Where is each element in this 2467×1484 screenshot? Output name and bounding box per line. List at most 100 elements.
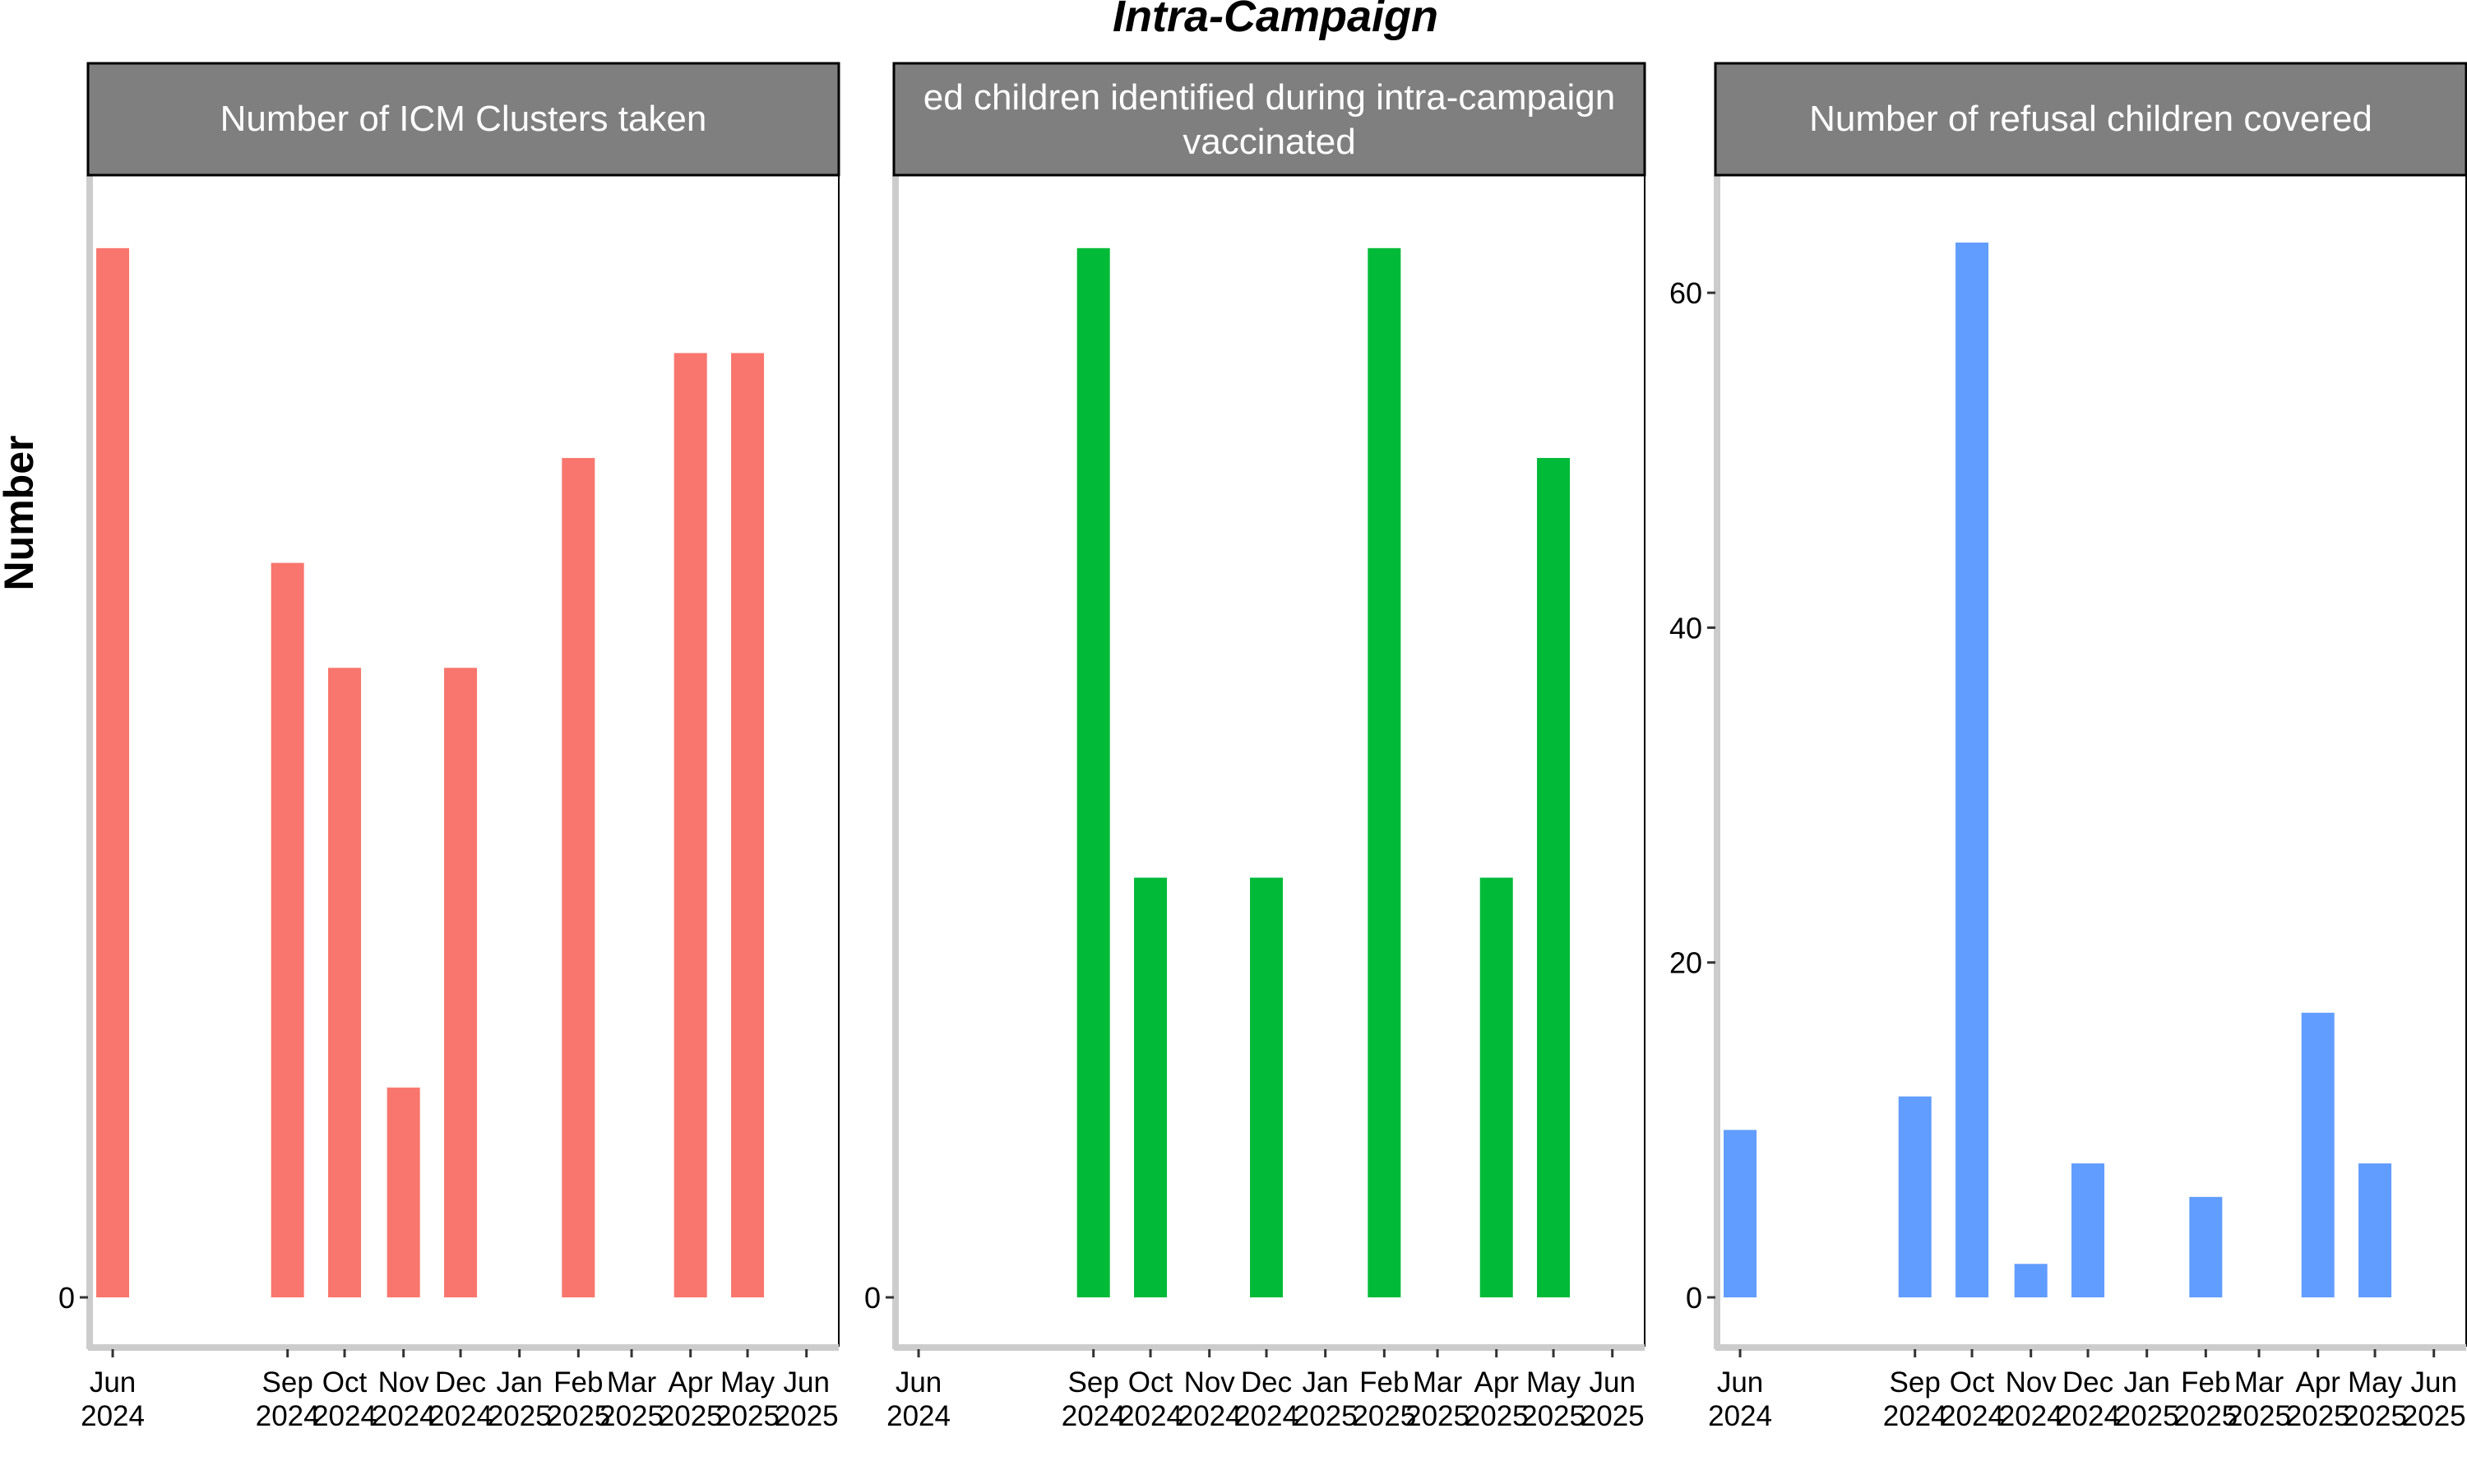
y-tick-label: 40: [1669, 611, 1702, 645]
x-tick-label-year: 2024: [81, 1400, 145, 1432]
x-tick-label-month: Dec: [2062, 1366, 2113, 1398]
x-tick-label-month: Jan: [2123, 1366, 2169, 1398]
y-tick-label: 20: [1669, 946, 1702, 980]
bar: [2189, 1196, 2223, 1297]
bar: [673, 353, 707, 1297]
x-tick-label-year: 2025: [1405, 1400, 1470, 1432]
bar: [2301, 1012, 2335, 1297]
bar: [328, 668, 362, 1297]
x-tick-label-month: Apr: [2295, 1366, 2340, 1398]
facet-strip-title: vaccinated: [1183, 122, 1355, 162]
bar: [96, 247, 130, 1297]
x-tick-label-month: Sep: [262, 1366, 313, 1398]
y-tick-label: 60: [1669, 276, 1702, 310]
x-tick-label-month: Jun: [2410, 1366, 2456, 1398]
x-tick-label-year: 2025: [775, 1400, 839, 1432]
x-tick-label-year: 2024: [1178, 1400, 1242, 1432]
plot-panel: [1715, 174, 2467, 1347]
x-tick-label-year: 2024: [1940, 1400, 2004, 1432]
x-tick-label-year: 2025: [1521, 1400, 1585, 1432]
x-tick-label-year: 2025: [2173, 1400, 2238, 1432]
x-tick-label-month: Jun: [783, 1366, 829, 1398]
x-tick-label-month: Jun: [1589, 1366, 1635, 1398]
x-tick-label-year: 2025: [1465, 1400, 1529, 1432]
x-tick-label-year: 2025: [2286, 1400, 2350, 1432]
x-tick-label-year: 2024: [886, 1400, 951, 1432]
x-tick-label-year: 2024: [1708, 1400, 1772, 1432]
x-tick-label-month: Apr: [1474, 1366, 1519, 1398]
y-axis-label: Number: [0, 436, 42, 591]
x-tick-label-month: Apr: [668, 1366, 713, 1398]
bar: [1479, 877, 1513, 1297]
x-tick-label-year: 2025: [2343, 1400, 2407, 1432]
x-tick-label-year: 2025: [488, 1400, 552, 1432]
x-tick-label-month: Mar: [1413, 1366, 1463, 1398]
x-tick-label-month: Dec: [435, 1366, 486, 1398]
x-tick-label-year: 2025: [599, 1400, 664, 1432]
bar: [562, 458, 595, 1297]
x-tick-label-month: Nov: [378, 1366, 430, 1398]
x-tick-label-month: Feb: [553, 1366, 603, 1398]
x-tick-label-year: 2024: [1883, 1400, 1947, 1432]
y-tick-label: 0: [864, 1281, 881, 1315]
x-tick-label-year: 2025: [1294, 1400, 1358, 1432]
bar: [1250, 877, 1284, 1297]
facet-strip: [892, 62, 1646, 177]
x-tick-label-year: 2025: [2402, 1400, 2466, 1432]
x-tick-label-month: Sep: [1068, 1366, 1119, 1398]
x-tick-label-month: May: [1526, 1366, 1581, 1398]
x-tick-label-month: May: [720, 1366, 775, 1398]
facet-panel-2: ed children identified during intra-camp…: [864, 62, 1646, 1432]
bar: [1368, 247, 1401, 1297]
facet-panel-1: Number of ICM Clusters taken0Jun2024Sep2…: [58, 62, 840, 1432]
x-tick-label-year: 2024: [2056, 1400, 2120, 1432]
facet-strip: [86, 62, 840, 177]
x-tick-label-year: 2024: [256, 1400, 320, 1432]
x-tick-label-year: 2025: [1352, 1400, 1416, 1432]
x-tick-label-year: 2024: [428, 1400, 493, 1432]
x-tick-label-month: Jun: [896, 1366, 942, 1398]
x-tick-label-month: Nov: [1184, 1366, 1236, 1398]
x-tick-label-year: 2025: [1581, 1400, 1645, 1432]
bar: [2358, 1163, 2392, 1297]
x-tick-label-month: May: [2348, 1366, 2403, 1398]
x-tick-label-month: Mar: [607, 1366, 657, 1398]
facet-strip-title: Number of ICM Clusters taken: [220, 99, 707, 139]
bar: [1537, 458, 1571, 1297]
bar: [731, 353, 765, 1297]
facet-panel-3: Number of refusal children covered 0 20 40 6…: [1669, 62, 2467, 1432]
x-tick-label-month: Feb: [1359, 1366, 1409, 1398]
bar: [271, 562, 304, 1297]
x-tick-label-month: Feb: [2181, 1366, 2230, 1398]
bar: [1956, 243, 1989, 1298]
x-tick-label-month: Oct: [1950, 1366, 1995, 1398]
y-tick-label: 0: [58, 1281, 75, 1315]
x-tick-label-year: 2024: [372, 1400, 436, 1432]
x-tick-label-month: Nov: [2006, 1366, 2057, 1398]
x-tick-label-month: Oct: [322, 1366, 368, 1398]
x-tick-label-year: 2025: [2115, 1400, 2179, 1432]
bar: [1898, 1096, 1932, 1297]
bar: [444, 668, 478, 1297]
x-tick-label-month: Jan: [496, 1366, 542, 1398]
x-tick-label-year: 2025: [546, 1400, 610, 1432]
x-tick-label-month: Jun: [90, 1366, 136, 1398]
figure-title: Intra-Campaign: [1113, 0, 1438, 41]
bar: [2071, 1163, 2105, 1297]
x-tick-label-year: 2025: [715, 1400, 780, 1432]
x-tick-label-month: Dec: [1241, 1366, 1292, 1398]
x-tick-label-year: 2024: [1118, 1400, 1183, 1432]
facet-panels: Number of ICM Clusters taken0Jun2024Sep2…: [58, 62, 2467, 1432]
bar: [2014, 1264, 2048, 1297]
x-tick-label-year: 2024: [1234, 1400, 1298, 1432]
bar: [1134, 877, 1168, 1297]
x-tick-label-month: Mar: [2234, 1366, 2284, 1398]
bar: [1076, 247, 1110, 1297]
x-tick-label-year: 2024: [1999, 1400, 2063, 1432]
x-tick-label-month: Jan: [1302, 1366, 1348, 1398]
x-tick-label-year: 2025: [659, 1400, 723, 1432]
x-tick-label-year: 2024: [312, 1400, 377, 1432]
facet-strip-title: Number of refusal children covered: [1809, 99, 2372, 139]
